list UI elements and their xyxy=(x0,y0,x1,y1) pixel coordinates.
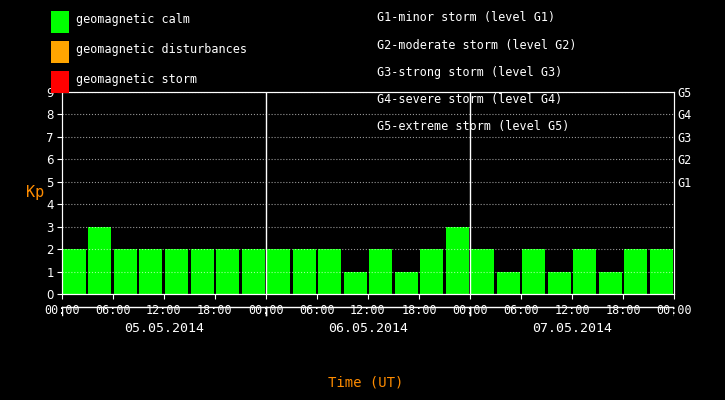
Bar xyxy=(446,227,469,294)
Bar xyxy=(497,272,520,294)
Bar xyxy=(165,249,188,294)
Text: geomagnetic storm: geomagnetic storm xyxy=(76,74,197,86)
Bar xyxy=(88,227,112,294)
Bar xyxy=(523,249,545,294)
Text: geomagnetic disturbances: geomagnetic disturbances xyxy=(76,44,247,56)
Bar xyxy=(369,249,392,294)
Y-axis label: Kp: Kp xyxy=(26,186,44,200)
Text: G3-strong storm (level G3): G3-strong storm (level G3) xyxy=(377,66,563,79)
Text: G2-moderate storm (level G2): G2-moderate storm (level G2) xyxy=(377,39,576,52)
Bar xyxy=(63,249,86,294)
Bar xyxy=(420,249,443,294)
Text: G1-minor storm (level G1): G1-minor storm (level G1) xyxy=(377,12,555,24)
Bar xyxy=(344,272,367,294)
Bar xyxy=(191,249,213,294)
Bar xyxy=(114,249,137,294)
Bar xyxy=(624,249,647,294)
Text: 06.05.2014: 06.05.2014 xyxy=(328,322,408,335)
Text: G4-severe storm (level G4): G4-severe storm (level G4) xyxy=(377,93,563,106)
Bar xyxy=(394,272,418,294)
Bar xyxy=(650,249,673,294)
Bar xyxy=(471,249,494,294)
Bar xyxy=(599,272,622,294)
Bar xyxy=(318,249,341,294)
Bar xyxy=(241,249,265,294)
Bar xyxy=(267,249,290,294)
Text: G5-extreme storm (level G5): G5-extreme storm (level G5) xyxy=(377,120,569,133)
Bar xyxy=(293,249,315,294)
Bar xyxy=(548,272,571,294)
Text: 05.05.2014: 05.05.2014 xyxy=(124,322,204,335)
Text: 07.05.2014: 07.05.2014 xyxy=(532,322,612,335)
Bar xyxy=(216,249,239,294)
Bar xyxy=(573,249,597,294)
Text: geomagnetic calm: geomagnetic calm xyxy=(76,14,190,26)
Text: Time (UT): Time (UT) xyxy=(328,376,404,390)
Bar xyxy=(139,249,162,294)
